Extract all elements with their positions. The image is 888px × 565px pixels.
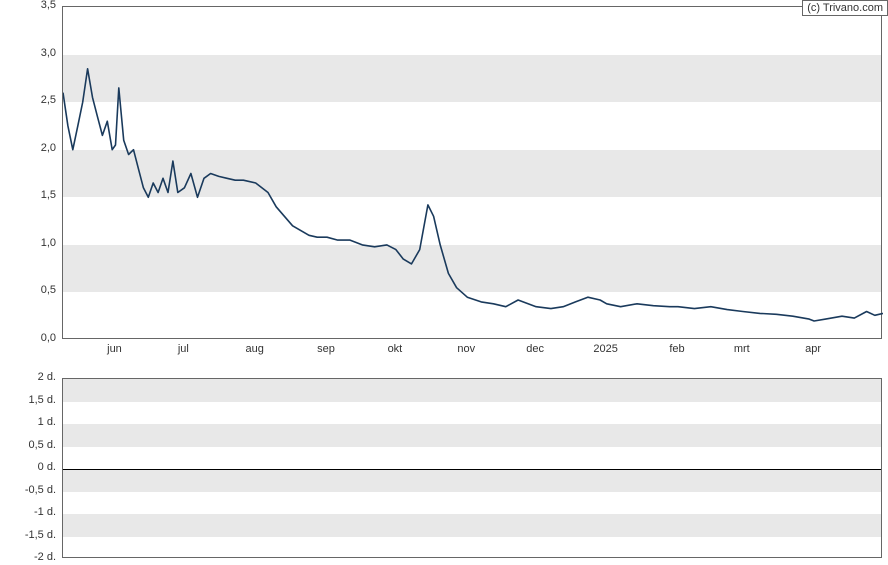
y-tick-label: 2 d.: [0, 371, 56, 383]
chart-band: [63, 514, 881, 537]
x-tick-label: mrt: [734, 343, 750, 355]
price-chart: [62, 6, 882, 339]
y-tick-label: 0,0: [0, 332, 56, 344]
y-tick-label: 1,0: [0, 237, 56, 249]
y-tick-label: -0,5 d.: [0, 484, 56, 496]
y-tick-label: 0 d.: [0, 461, 56, 473]
x-tick-label: jul: [178, 343, 189, 355]
y-tick-label: 3,5: [0, 0, 56, 11]
x-tick-label: aug: [246, 343, 264, 355]
price-line: [63, 7, 883, 340]
chart-band: [63, 379, 881, 402]
y-tick-label: 1,5: [0, 189, 56, 201]
x-tick-label: dec: [526, 343, 544, 355]
y-tick-label: -2 d.: [0, 551, 56, 563]
y-tick-label: -1 d.: [0, 506, 56, 518]
indicator-chart: [62, 378, 882, 558]
y-tick-label: 2,5: [0, 94, 56, 106]
y-tick-label: 1 d.: [0, 416, 56, 428]
x-tick-label: 2025: [593, 343, 617, 355]
chart-band: [63, 469, 881, 492]
y-tick-label: 0,5: [0, 284, 56, 296]
zero-line: [63, 469, 881, 470]
y-tick-label: 0,5 d.: [0, 439, 56, 451]
y-tick-label: -1,5 d.: [0, 529, 56, 541]
x-tick-label: okt: [388, 343, 403, 355]
y-tick-label: 3,0: [0, 47, 56, 59]
x-tick-label: sep: [317, 343, 335, 355]
chart-band: [63, 424, 881, 447]
attribution-label: (c) Trivano.com: [802, 0, 888, 16]
x-tick-label: nov: [457, 343, 475, 355]
x-tick-label: jun: [107, 343, 122, 355]
x-tick-label: apr: [805, 343, 821, 355]
y-tick-label: 1,5 d.: [0, 394, 56, 406]
y-tick-label: 2,0: [0, 142, 56, 154]
x-tick-label: feb: [669, 343, 684, 355]
